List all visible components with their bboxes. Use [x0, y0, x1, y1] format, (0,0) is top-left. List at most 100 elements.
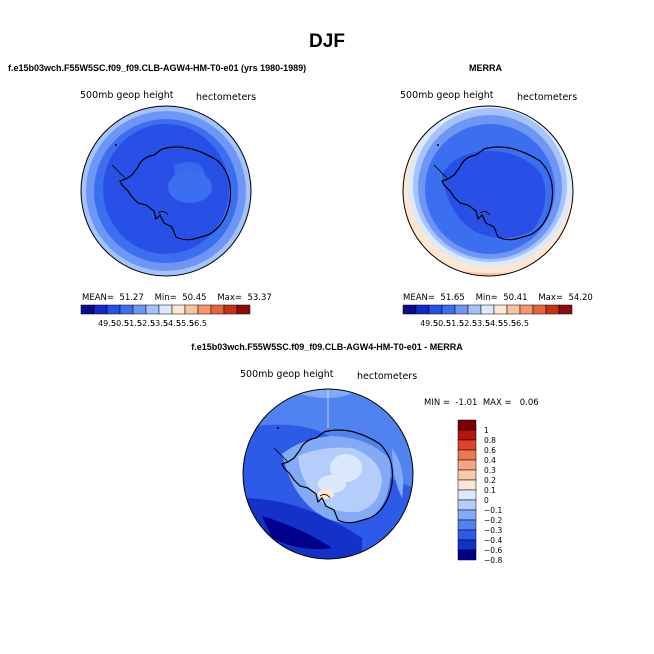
panel1-colorbar-tick-label: 51.5 [124, 319, 142, 328]
panel1-colorbar-tick-label: 54.5 [163, 319, 181, 328]
panel3-colorbar-tick-label: −0.6 [484, 546, 502, 555]
panel3-stats: MIN = -1.01 MAX = 0.06 [424, 398, 539, 408]
panel1-colorbar-swatch [223, 304, 238, 315]
panel1-colorbar-swatch [158, 304, 173, 315]
panel2-mean-label: MEAN= [403, 293, 435, 303]
panel2-max-label: Max= [538, 293, 564, 303]
panel2-colorbar-swatch [428, 304, 443, 315]
panel3-polar-map [242, 388, 414, 560]
panel2-colorbar-swatch [415, 304, 430, 315]
panel3-colorbar-swatch [457, 549, 477, 561]
panel3-colorbar-tick-label: 0.6 [484, 446, 496, 455]
panel2-colorbar-swatch [402, 304, 417, 315]
panel1-colorbar-swatch [210, 304, 225, 315]
panel3-colorbar-swatch [457, 429, 477, 441]
panel3-colorbar-tick-label: −0.8 [484, 556, 502, 564]
panel3-antarctica-coastline [281, 429, 394, 524]
panel1-colorbar-swatch [184, 304, 199, 315]
panel3-colorbar-tick-label: 0.3 [484, 466, 496, 475]
panel1-colorbar-swatch [106, 304, 121, 315]
panel3-colorbar-tick-label: −0.1 [484, 506, 502, 515]
panel2-colorbar-tick-label: 51.5 [446, 319, 464, 328]
panel3-colorbar-tick-label: 0.4 [484, 456, 496, 465]
panel2-colorbar-swatch [454, 304, 469, 315]
panel3-colorbar-swatch [457, 499, 477, 511]
panel2-colorbar-swatch [467, 304, 482, 315]
panel1-colorbar-swatch [80, 304, 95, 315]
panel1-min-value: 50.45 [182, 293, 207, 303]
panel1-stats: MEAN= 51.27 Min= 50.45 Max= 53.37 [82, 293, 272, 303]
panel3-colorbar-tick-label: 1 [484, 426, 489, 435]
panel1-colorbar-tick-label: 53.5 [150, 319, 168, 328]
panel3-colorbar-swatch [457, 459, 477, 471]
panel3-colorbar-tick-label: −0.3 [484, 526, 502, 535]
panel2-colorbar-tick-label: 49.5 [420, 319, 438, 328]
panel1-mean-label: MEAN= [82, 293, 114, 303]
panel3-colorbar-tick-label: 0.2 [484, 476, 496, 485]
panel2-colorbar-swatch [519, 304, 534, 315]
panel1-colorbar-swatch [132, 304, 147, 315]
panel1-polar-map [80, 105, 252, 277]
panel3-colorbar-tick-label: 0.8 [484, 436, 496, 445]
panel3-max-value: 0.06 [519, 398, 539, 408]
panel3-colorbar-swatch [457, 529, 477, 541]
panel2-colorbar-tick-label: 53.5 [472, 319, 490, 328]
panel1-mean-value: 51.27 [119, 293, 144, 303]
panel1-variable-label: 500mb geop height [80, 90, 174, 101]
panel2-colorbar: 49.550.551.552.553.554.555.556.5 [402, 304, 573, 328]
panel1-max-label: Max= [217, 293, 243, 303]
panel1-colorbar-swatch [93, 304, 108, 315]
panel3-colorbar-swatch [457, 479, 477, 491]
panel1-colorbar-tick-label: 55.5 [176, 319, 194, 328]
panel2-title: MERRA [469, 63, 502, 73]
panel1-colorbar-swatch [119, 304, 134, 315]
figure-title: DJF [309, 31, 345, 52]
panel3-colorbar-tick-label: 0 [484, 496, 489, 505]
panel2-antarctica-coastline [441, 146, 554, 241]
panel1-colorbar-tick-label: 49.5 [98, 319, 116, 328]
panel3-variable-label: 500mb geop height [240, 369, 334, 380]
panel3-colorbar-swatch [457, 449, 477, 461]
panel1-min-label: Min= [154, 293, 177, 303]
panel3-colorbar-swatch [457, 539, 477, 551]
panel2-polar-map [402, 105, 574, 277]
panel1-max-value: 53.37 [247, 293, 272, 303]
panel2-colorbar-swatch [558, 304, 573, 315]
panel2-colorbar-swatch [545, 304, 560, 315]
panel3-colorbar-swatch [457, 489, 477, 501]
panel2-max-value: 54.20 [568, 293, 593, 303]
panel2-colorbar-tick-label: 56.5 [511, 319, 529, 328]
panel2-colorbar-swatch [532, 304, 547, 315]
panel1-colorbar-tick-label: 52.5 [137, 319, 155, 328]
panel2-min-label: Min= [475, 293, 498, 303]
panel2-colorbar-swatch [506, 304, 521, 315]
panel2-variable-label: 500mb geop height [400, 90, 494, 101]
panel1-colorbar-swatch [171, 304, 186, 315]
panel3-colorbar-tick-label: 0.1 [484, 486, 496, 495]
panel3-colorbar-swatch [457, 439, 477, 451]
panel1-colorbar: 49.550.551.552.553.554.555.556.5 [80, 304, 251, 328]
panel2-colorbar-tick-label: 52.5 [459, 319, 477, 328]
panel3-colorbar-swatch [457, 509, 477, 521]
panel1-antarctica-coastline [119, 146, 232, 241]
panel3-colorbar: 10.80.60.40.30.20.10−0.1−0.2−0.3−0.4−0.6… [457, 419, 502, 564]
panel3-min-label: MIN = [424, 398, 451, 408]
panel2-colorbar-swatch [493, 304, 508, 315]
panel1-colorbar-swatch [145, 304, 160, 315]
panel3-colorbar-swatch [457, 519, 477, 531]
panel2-colorbar-tick-label: 54.5 [485, 319, 503, 328]
panel1-colorbar-swatch [236, 304, 251, 315]
panel3-units-label: hectometers [357, 371, 418, 382]
panel3-title: f.e15b03wch.F55W5SC.f09_f09.CLB-AGW4-HM-… [191, 342, 463, 352]
panel2-stats: MEAN= 51.65 Min= 50.41 Max= 54.20 [403, 293, 593, 303]
panel2-colorbar-tick-label: 50.5 [433, 319, 451, 328]
panel2-colorbar-swatch [441, 304, 456, 315]
panel1-colorbar-tick-label: 56.5 [189, 319, 207, 328]
panel1-colorbar-swatch [197, 304, 212, 315]
panel3-colorbar-swatch [457, 419, 477, 431]
panel3-colorbar-tick-label: −0.2 [484, 516, 502, 525]
panel3-max-label: MAX = [482, 398, 512, 408]
panel3-colorbar-swatch [457, 469, 477, 481]
panel2-units-label: hectometers [517, 92, 578, 103]
panel2-colorbar-tick-label: 55.5 [498, 319, 516, 328]
